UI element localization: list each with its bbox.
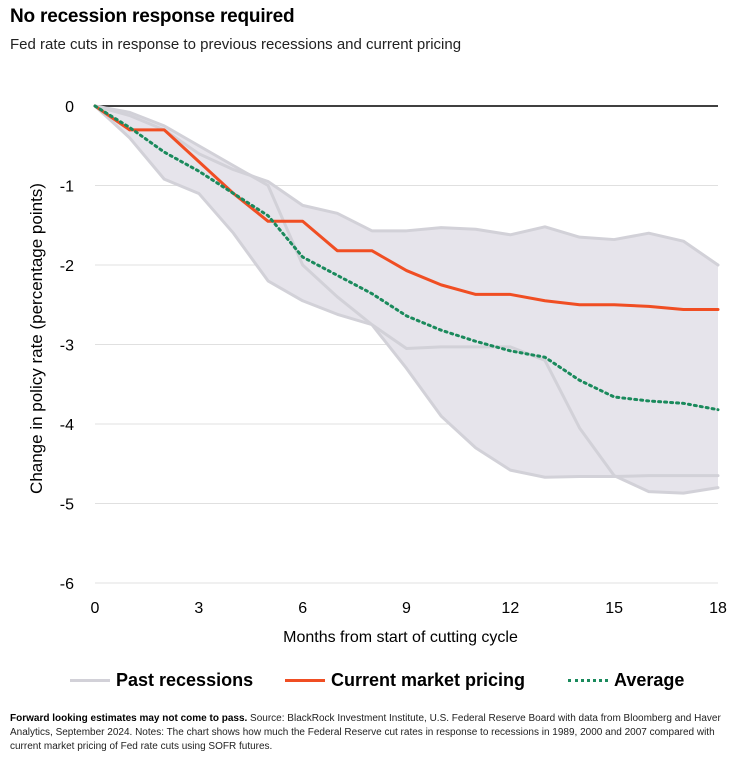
series-line-current-3 (93, 104, 720, 312)
legend-swatch-past (70, 679, 110, 682)
y-tick-label: 0 (65, 99, 74, 116)
x-tick-label: 12 (501, 600, 519, 617)
x-tick-label: 3 (194, 600, 203, 617)
legend-label-average: Average (614, 670, 685, 690)
y-tick-label: -6 (60, 576, 74, 593)
legend-item-average: Average (568, 670, 684, 691)
x-tick-label: 15 (605, 600, 623, 617)
x-tick-label: 6 (298, 600, 307, 617)
chart-title: No recession response required (10, 6, 295, 27)
y-tick-label: -4 (60, 417, 74, 434)
legend-label-past: Past recessions (116, 670, 254, 690)
legend-item-past-recessions: Past recessions (70, 670, 253, 691)
series-line-past-2 (93, 104, 720, 479)
series-line-past-1 (93, 104, 720, 267)
chart-footnote: Forward looking estimates may not come t… (10, 712, 735, 754)
chart-subtitle: Fed rate cuts in response to previous re… (10, 36, 462, 53)
y-tick-label: -2 (60, 258, 74, 275)
footnote-source: Source: BlackRock Investment Institute, … (10, 713, 721, 752)
x-tick-label: 9 (402, 600, 411, 617)
legend-swatch-current (285, 679, 325, 682)
footnote-disclaimer: Forward looking estimates may not come t… (10, 713, 248, 724)
legend-label-current: Current market pricing (331, 670, 526, 690)
legend-swatch-average (568, 679, 608, 682)
y-tick-label: -5 (60, 497, 74, 514)
x-tick-label: 0 (91, 600, 100, 617)
series-line-average-4 (93, 104, 720, 412)
x-tick-label: 18 (709, 600, 727, 617)
y-tick-label: -3 (60, 338, 74, 355)
y-tick-label: -1 (60, 179, 74, 196)
line-chart: 0 -1 -2 -3 -4 -5 -6 0 3 6 9 12 15 18 Months from start… (27, 99, 727, 646)
x-axis-title: Months from start of cutting cycle (283, 629, 518, 646)
chart-legend: Past recessions Current market pricing A… (70, 670, 710, 698)
y-axis-title: Change in policy rate (percentage points… (27, 183, 46, 494)
legend-item-current-market-pricing: Current market pricing (285, 670, 525, 691)
